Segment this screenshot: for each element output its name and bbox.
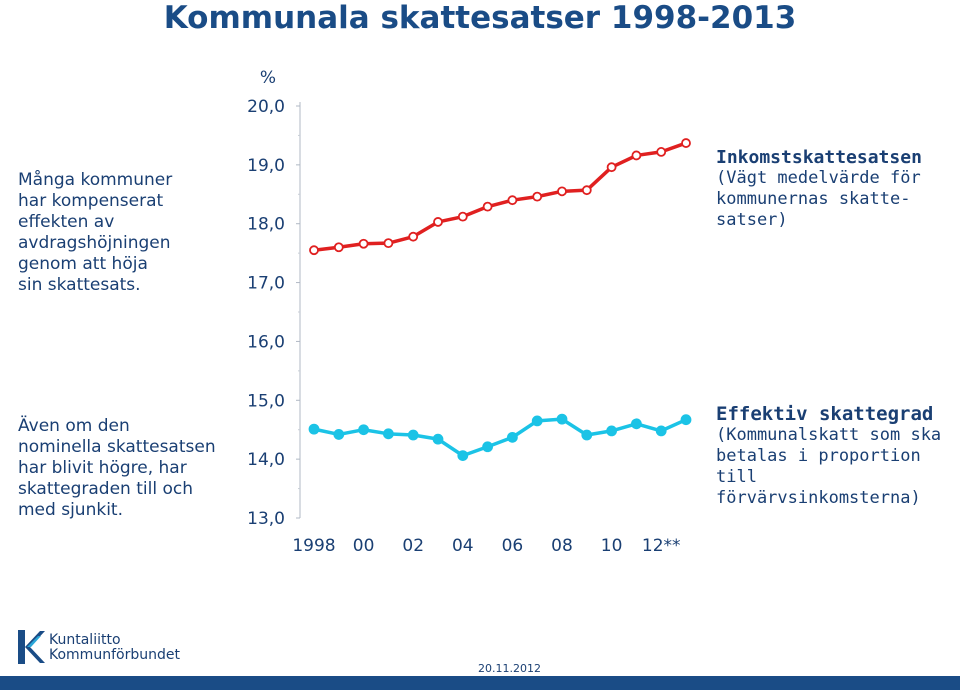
x-tick-label: 06 [502, 536, 524, 556]
x-tick-label: 1998 [292, 536, 335, 556]
data-point-red [358, 238, 369, 249]
kommunforbundet-logo-icon [18, 630, 45, 664]
y-tick-label: 20,0 [247, 97, 285, 117]
y-tick-label: 15,0 [247, 391, 285, 411]
data-point-cyan [655, 425, 667, 437]
x-tick-label: 00 [353, 536, 375, 556]
footer-bar [0, 676, 960, 690]
data-point-red [557, 186, 567, 197]
y-tick-label: 13,0 [247, 509, 285, 529]
y-tick-label: 16,0 [247, 332, 285, 352]
data-point-cyan [556, 413, 568, 425]
data-point-red [581, 185, 592, 196]
data-point-red [681, 138, 691, 148]
data-point-red [433, 217, 443, 227]
series-line-red [313, 141, 687, 252]
data-point-red [507, 195, 518, 206]
data-point-red [656, 147, 667, 157]
legend-top-heading: Inkomstskattesatsen [716, 147, 922, 168]
y-tick-label: 14,0 [247, 450, 285, 470]
data-point-red [333, 242, 344, 253]
x-tick-label: 08 [551, 536, 573, 556]
data-point-cyan [680, 414, 692, 426]
note-top-left: Många kommuner har kompenserat effekten … [18, 170, 173, 295]
data-point-cyan [507, 431, 518, 443]
data-point-red [532, 191, 543, 202]
legend-bottom-heading: Effektiv skattegrad [716, 403, 934, 425]
x-tick-label: 12** [642, 536, 681, 556]
y-tick-label: 17,0 [247, 274, 285, 294]
chart-title: Kommunala skattesatser 1998-2013 [163, 0, 797, 36]
data-point-cyan [482, 441, 494, 453]
data-point-cyan [382, 428, 394, 440]
data-point-cyan [432, 433, 444, 445]
legend-bottom: Effektiv skattegrad (Kommunalskatt som s… [716, 404, 960, 509]
data-point-cyan [333, 429, 345, 440]
logo-line-2: Kommunförbundet [49, 647, 180, 663]
series-line-cyan [313, 417, 687, 458]
data-point-red [631, 150, 642, 161]
data-point-red [309, 245, 319, 256]
x-tick-label: 10 [601, 536, 623, 556]
data-point-cyan [457, 450, 469, 462]
x-tick-label: 02 [402, 536, 424, 556]
data-point-cyan [358, 424, 370, 436]
y-tick-label: 19,0 [247, 156, 285, 176]
logo-line-1: Kuntaliitto [49, 632, 121, 648]
data-point-cyan [531, 415, 543, 427]
legend-bottom-description: (Kommunalskatt som ska betalas i proport… [716, 425, 942, 508]
data-point-cyan [606, 425, 617, 437]
y-tick-label: 18,0 [247, 215, 285, 235]
data-point-red [457, 211, 468, 222]
data-point-red [408, 231, 419, 242]
data-point-cyan [308, 423, 320, 435]
data-point-cyan [407, 429, 419, 441]
legend-top: Inkomstskattesatsen (Vägt medelvärde för… [716, 147, 922, 231]
data-point-cyan [581, 429, 593, 441]
date: 20.11.2012 [478, 662, 541, 675]
note-bottom-left: Även om den nominella skattesatsen har b… [18, 416, 216, 520]
data-point-red [606, 162, 617, 173]
legend-top-description: (Vägt medelvärde för kommunernas skatte-… [716, 168, 921, 230]
data-point-cyan [631, 418, 642, 430]
x-tick-label: 04 [452, 536, 474, 556]
data-point-red [482, 201, 493, 212]
y-axis-unit-label: % [260, 68, 276, 88]
data-point-red [383, 238, 394, 249]
logo-text: Kuntaliitto Kommunförbundet [49, 633, 180, 663]
